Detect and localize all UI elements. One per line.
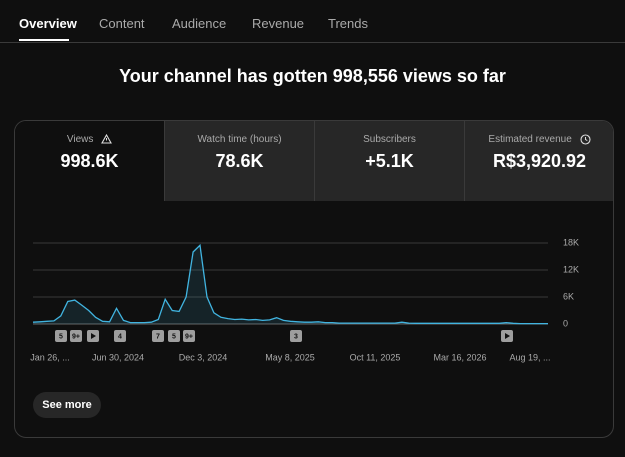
metric-label: Watch time (hours) bbox=[197, 134, 282, 145]
see-more-button[interactable]: See more bbox=[33, 392, 101, 418]
metric-value: +5.1K bbox=[365, 151, 414, 171]
annotation-marker bbox=[290, 330, 302, 342]
tab[interactable]: Revenue bbox=[252, 16, 305, 31]
tab[interactable]: Audience bbox=[172, 16, 227, 31]
active-tab-indicator bbox=[19, 39, 69, 41]
metric-tile[interactable]: Subscribers +5.1K bbox=[314, 121, 464, 201]
annotation-label: 3 bbox=[294, 333, 298, 340]
clock-icon bbox=[580, 134, 591, 145]
annotation-marker bbox=[152, 330, 164, 342]
x-tick-label: May 8, 2025 bbox=[265, 352, 315, 362]
x-tick-label: Jun 30, 2024 bbox=[92, 352, 144, 362]
annotation-marker bbox=[183, 330, 195, 342]
tab[interactable]: Overview bbox=[19, 16, 77, 31]
annotation-label: 5 bbox=[59, 333, 63, 340]
x-tick-label: Mar 16, 2026 bbox=[433, 352, 486, 362]
play-icon bbox=[91, 333, 96, 339]
metric-tile[interactable]: Watch time (hours) 78.6K bbox=[164, 121, 314, 201]
annotation-marker bbox=[114, 330, 126, 342]
y-tick-label: 18K bbox=[563, 237, 579, 247]
tab[interactable]: Content bbox=[99, 16, 145, 31]
x-tick-label: Aug 19, ... bbox=[509, 352, 550, 362]
line bbox=[32, 243, 548, 325]
y-tick-label: 12K bbox=[563, 264, 579, 274]
area bbox=[33, 245, 548, 324]
warning-icon bbox=[101, 134, 113, 144]
overview-card: Views 998.6K Watch time (hours) 78.6K Su… bbox=[14, 120, 614, 438]
annotation-marker bbox=[55, 330, 67, 342]
metric-row: Estimated revenue bbox=[465, 134, 613, 146]
metric-label: Subscribers bbox=[363, 134, 416, 145]
annotation-label: 9+ bbox=[72, 333, 80, 340]
annotation-label: 5 bbox=[172, 333, 176, 340]
metric-tile[interactable]: Views 998.6K bbox=[15, 121, 164, 201]
annotation-marker bbox=[70, 330, 82, 342]
headline: Your channel has gotten 998,556 views so… bbox=[119, 66, 506, 86]
y-tick-label: 6K bbox=[563, 291, 574, 301]
metric-value: 78.6K bbox=[215, 151, 264, 171]
metric-label: Views bbox=[66, 134, 94, 145]
metric-value: 998.6K bbox=[60, 151, 119, 171]
annotation-label: 4 bbox=[118, 333, 122, 340]
y-tick-label: 0 bbox=[563, 318, 568, 328]
metric-row: Views bbox=[15, 134, 164, 145]
metric-tile[interactable]: Estimated revenue R$3,920.92 bbox=[464, 121, 613, 201]
metric-label: Estimated revenue bbox=[488, 134, 572, 146]
annotation-marker bbox=[168, 330, 180, 342]
x-tick-label: Dec 3, 2024 bbox=[179, 352, 228, 362]
x-tick-label: Oct 11, 2025 bbox=[350, 352, 401, 362]
annotation-label: 7 bbox=[156, 333, 160, 340]
tab-bar: Overview Content Audience Revenue Trends bbox=[0, 0, 625, 43]
x-tick-label: Jan 26, ... bbox=[30, 352, 70, 362]
metric-value: R$3,920.92 bbox=[492, 151, 587, 172]
play-icon bbox=[505, 333, 510, 339]
annotation-label: 9+ bbox=[185, 333, 193, 340]
tab[interactable]: Trends bbox=[328, 16, 368, 31]
